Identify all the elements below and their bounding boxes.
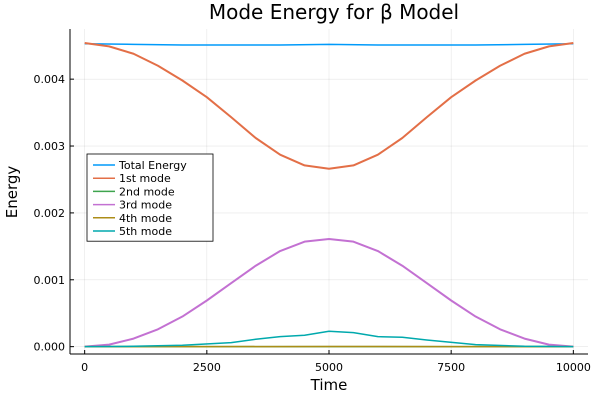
x-axis-title: Time xyxy=(310,376,348,394)
x-tick-label: 0 xyxy=(81,361,88,374)
y-tick-label: 0.003 xyxy=(34,140,66,153)
y-tick-label: 0.004 xyxy=(34,73,66,86)
chart-title: Mode Energy for β Model xyxy=(209,0,459,24)
legend-box xyxy=(86,153,214,242)
x-tick-label: 7500 xyxy=(437,361,465,374)
y-tick-label: 0.002 xyxy=(34,207,66,220)
x-tick-label: 10000 xyxy=(556,361,591,374)
series-line-6 xyxy=(84,330,574,348)
series-line-1 xyxy=(84,42,574,46)
series-lines xyxy=(84,42,574,348)
tick-labels: 0 2500 5000 7500 10000 0.000 0.001 0.002 0.003 0.… xyxy=(34,73,591,374)
legend-label: 4th mode xyxy=(119,212,172,225)
y-tick-label: 0.000 xyxy=(34,341,66,354)
legend-label: 2nd mode xyxy=(119,185,175,198)
series-line-2 xyxy=(84,42,574,170)
y-tick-label: 0.001 xyxy=(34,274,66,287)
x-tick-label: 2500 xyxy=(193,361,221,374)
series-line-4 xyxy=(84,237,574,348)
legend-label: Total Energy xyxy=(118,159,187,172)
legend-label: 3rd mode xyxy=(119,199,172,212)
legend-label: 1st mode xyxy=(119,172,171,185)
x-tick-label: 5000 xyxy=(315,361,343,374)
y-axis-title: Energy xyxy=(3,166,21,219)
legend-label: 5th mode xyxy=(119,225,172,238)
